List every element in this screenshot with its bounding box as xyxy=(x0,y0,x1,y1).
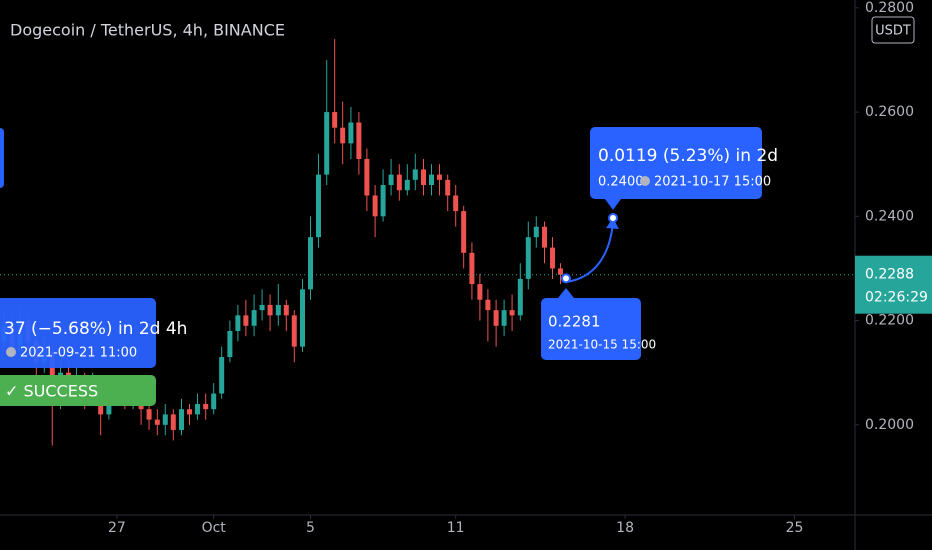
candle-body xyxy=(469,252,475,285)
candle-body xyxy=(179,409,185,431)
candle-body xyxy=(356,122,362,159)
x-tick-label: 27 xyxy=(108,520,126,536)
candle-body xyxy=(542,226,548,248)
candle-body xyxy=(493,310,499,326)
candle-body xyxy=(259,304,265,311)
candle-body xyxy=(170,414,176,431)
y-tick-label: 0.2400 xyxy=(865,208,914,224)
candle-body xyxy=(461,211,467,253)
candle-body xyxy=(194,403,200,415)
candle-body xyxy=(348,122,354,144)
candle-body xyxy=(404,179,410,191)
candle-body xyxy=(340,127,346,144)
price-tag xyxy=(855,255,932,314)
annotation-text: 0.0119 (5.23%) in 2d xyxy=(598,146,778,166)
box-pointer xyxy=(605,199,621,210)
candle-body xyxy=(267,304,273,316)
clock-icon xyxy=(6,347,16,357)
clock-icon xyxy=(640,176,650,186)
candle-body xyxy=(283,304,289,316)
candle-body xyxy=(227,330,233,358)
chart-title: Dogecoin / TetherUS, 4h, BINANCE xyxy=(10,21,285,40)
candle-body xyxy=(146,409,152,420)
candle-body xyxy=(251,310,257,326)
annotation-text: 37 (−5.68%) in 2d 4h xyxy=(4,319,187,339)
currency-box[interactable] xyxy=(871,16,915,44)
annotation-box xyxy=(590,127,762,199)
projection-arrow xyxy=(565,221,614,283)
candle-body xyxy=(162,414,168,425)
x-tick-label: 5 xyxy=(306,520,315,536)
candle-body xyxy=(219,357,225,394)
candle-body xyxy=(275,304,281,316)
candle-body xyxy=(501,310,507,326)
x-tick-label: 18 xyxy=(616,520,634,536)
candle-body xyxy=(380,185,386,217)
x-tick-label: 25 xyxy=(786,520,804,536)
candle-body xyxy=(315,174,321,238)
annotation-price: 0.2400 xyxy=(598,175,644,190)
candle-body xyxy=(436,174,442,180)
candle-body xyxy=(154,419,160,425)
x-tick-label: 11 xyxy=(447,520,465,536)
candle-body xyxy=(388,174,394,186)
y-tick-label: 0.2600 xyxy=(865,104,914,120)
candle-body xyxy=(332,112,338,128)
candle-body xyxy=(324,112,330,175)
candle-body xyxy=(307,237,313,290)
y-tick-label: 0.2200 xyxy=(865,313,914,329)
candle-body xyxy=(557,268,563,275)
arrow-head xyxy=(606,218,619,229)
candle-body xyxy=(509,310,515,316)
candle-body xyxy=(421,169,427,186)
point-date: 2021-10-15 15:00 xyxy=(548,338,656,352)
candle-body xyxy=(533,226,539,238)
box-pointer xyxy=(558,288,574,298)
status-box xyxy=(0,375,156,406)
candle-body xyxy=(235,315,241,331)
candle-body xyxy=(203,403,209,410)
currency-label: USDT xyxy=(875,24,911,39)
candle-body xyxy=(517,278,523,316)
status-text: ✓ SUCCESS xyxy=(5,382,98,401)
x-tick-label: Oct xyxy=(202,520,227,536)
candle-body xyxy=(396,174,402,191)
annotation-box xyxy=(0,128,4,188)
price-tag-countdown: 02:26:29 xyxy=(865,290,928,306)
candle-body xyxy=(300,289,306,347)
candle-body xyxy=(211,393,217,410)
candle-body xyxy=(243,315,249,326)
annotation-date: 2021-10-17 15:00 xyxy=(654,175,771,190)
candle-body xyxy=(186,409,192,415)
candle-body xyxy=(549,247,555,269)
y-tick-label: 0.2000 xyxy=(865,417,914,433)
candle-body xyxy=(428,174,434,186)
y-tick-label: 0.2800 xyxy=(865,0,914,16)
candle-body xyxy=(291,315,297,347)
candle-body xyxy=(372,195,378,217)
candle-body xyxy=(525,237,531,279)
price-tag-value: 0.2288 xyxy=(865,267,914,283)
candle-body xyxy=(477,284,483,300)
candle-body xyxy=(485,299,491,311)
annotation-date: 2021-09-21 11:00 xyxy=(20,346,137,361)
annotation-box xyxy=(541,298,641,360)
candle-body xyxy=(364,158,370,196)
candle-body xyxy=(453,195,459,212)
point-marker xyxy=(561,273,571,284)
annotation-box xyxy=(0,298,156,368)
candle-body xyxy=(445,179,451,196)
candle-body xyxy=(412,169,418,180)
point-price: 0.2281 xyxy=(548,313,601,331)
target-point xyxy=(608,213,618,223)
